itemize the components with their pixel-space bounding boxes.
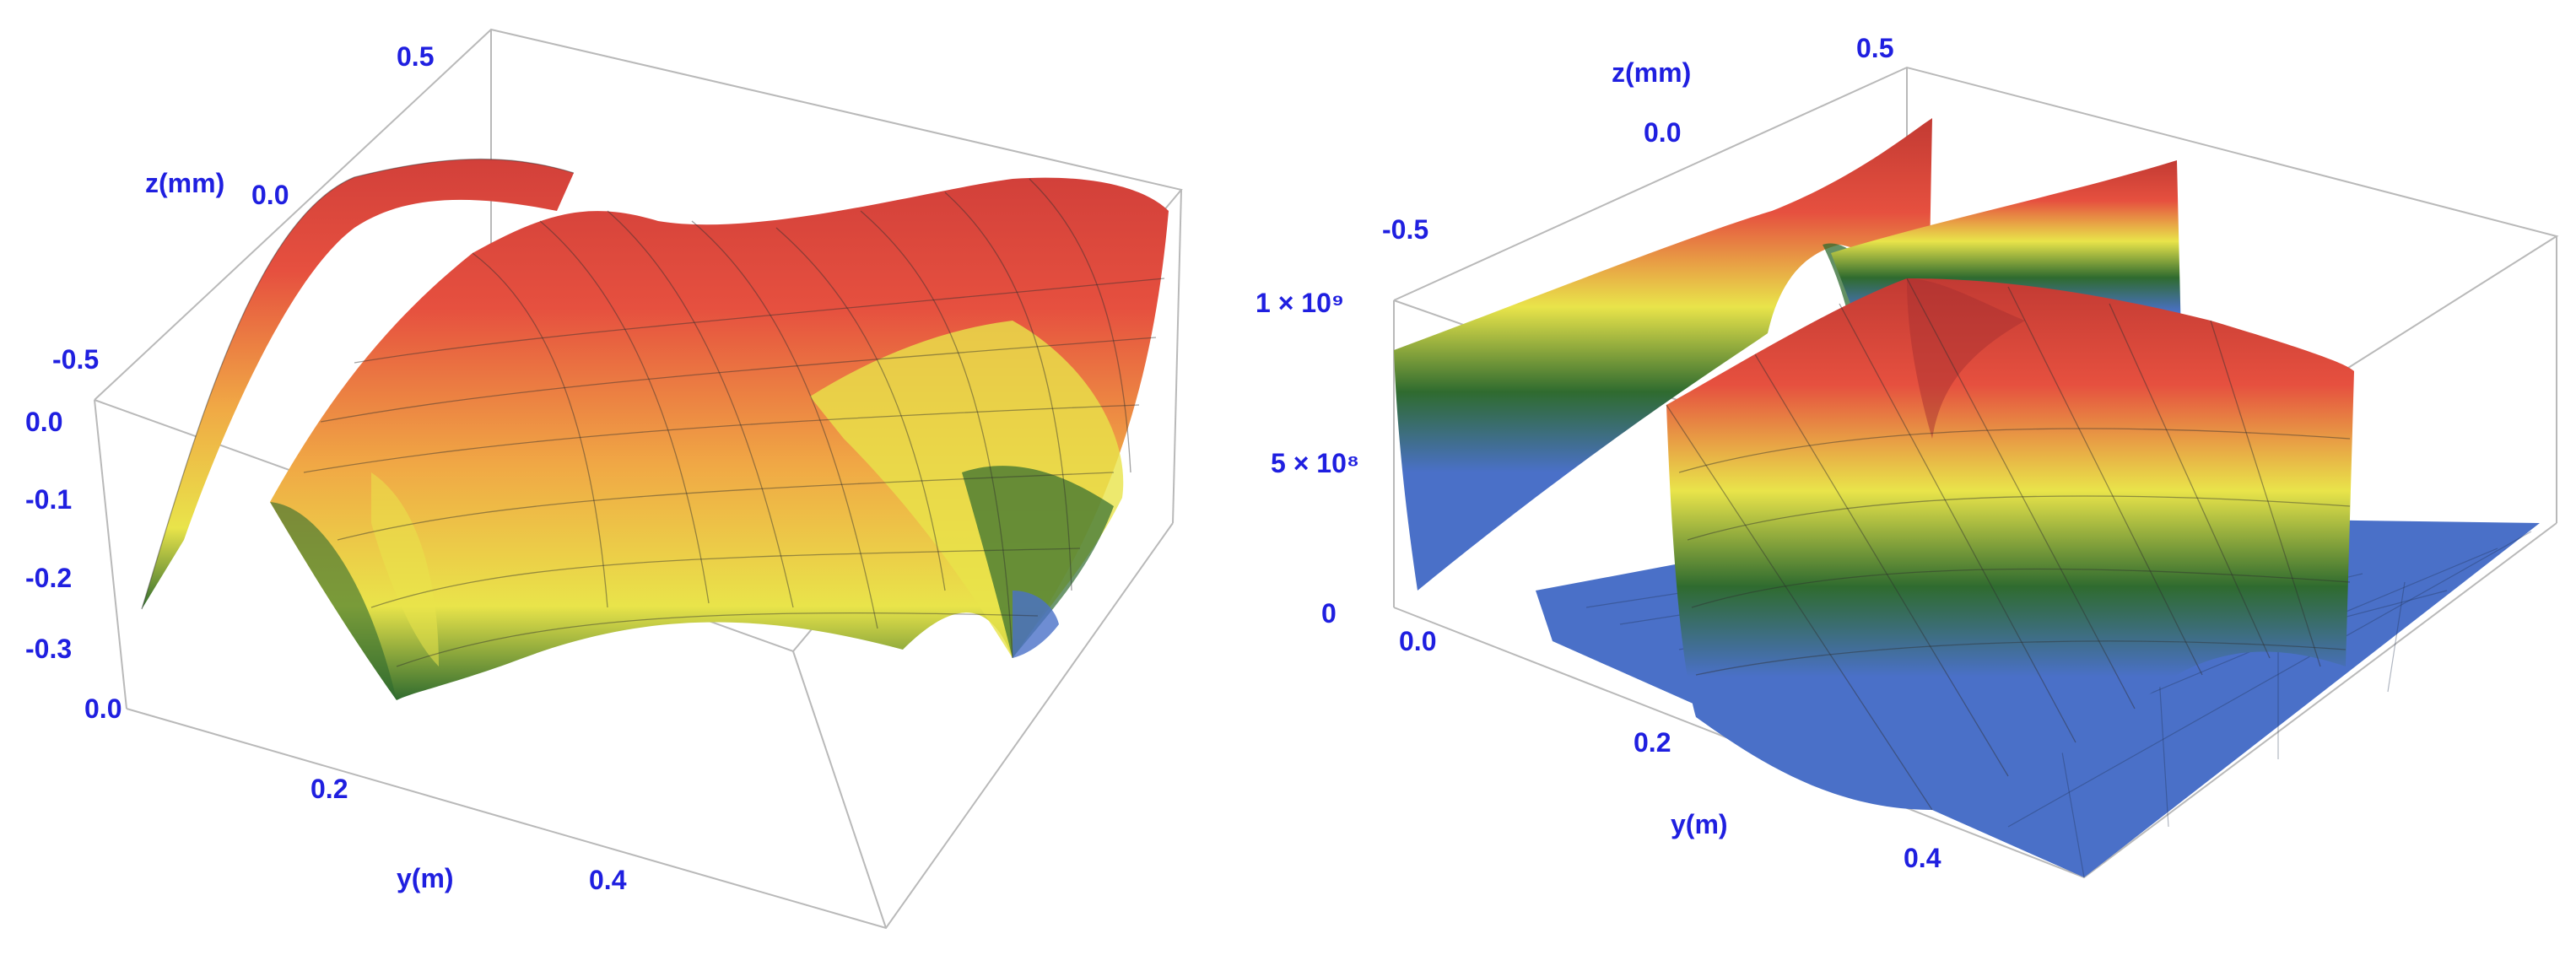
right-tick-value-0: 0 — [1321, 598, 1337, 629]
left-tick-front--0.2: -0.2 — [25, 563, 72, 593]
right-value-ticks: 1 × 10⁹ 5 × 10⁸ 0 — [1256, 288, 1359, 629]
left-tick-front--0.1: -0.1 — [25, 484, 72, 515]
left-tick-z-0.5: 0.5 — [397, 41, 434, 72]
right-y-ticks: 0.0 0.2 0.4 — [1399, 626, 1941, 873]
right-front-ridge — [1666, 278, 2354, 811]
right-tick-value-5e8: 5 × 10⁸ — [1271, 448, 1359, 478]
left-z-ticks-back: 0.5 0.0 -0.5 — [52, 41, 434, 375]
left-tick-y-0.4: 0.4 — [589, 865, 627, 895]
left-z-ticks-front: 0.0 -0.1 -0.2 -0.3 — [25, 407, 72, 664]
right-z-ticks-back: 0.5 0.0 -0.5 — [1382, 33, 1893, 245]
left-tick-z-0.0: 0.0 — [251, 180, 289, 210]
left-tick-front-0.0: 0.0 — [25, 407, 62, 437]
left-tick-y-0.2: 0.2 — [311, 774, 348, 804]
left-y-ticks: 0.0 0.2 0.4 — [84, 693, 627, 895]
left-far-arch — [141, 158, 575, 610]
left-tick-y-0.0: 0.0 — [84, 693, 122, 724]
left-surface-plot: 0.5 0.0 -0.5 z(mm) 0.0 -0.1 -0.2 -0.3 0.… — [25, 28, 1183, 930]
left-z-axis-label: z(mm) — [145, 168, 224, 198]
right-tick-z--0.5: -0.5 — [1382, 214, 1428, 245]
left-tick-z--0.5: -0.5 — [52, 344, 99, 375]
right-tick-y-0.0: 0.0 — [1399, 626, 1436, 656]
left-tick-front--0.3: -0.3 — [25, 634, 72, 664]
right-y-axis-label: y(m) — [1671, 809, 1728, 839]
right-z-axis-label: z(mm) — [1612, 57, 1691, 88]
right-tick-y-0.2: 0.2 — [1634, 727, 1671, 758]
left-y-axis-label: y(m) — [397, 863, 454, 893]
left-surface-mesh — [303, 178, 1165, 667]
right-tick-y-0.4: 0.4 — [1904, 843, 1941, 873]
right-tick-value-1e9: 1 × 10⁹ — [1256, 288, 1344, 318]
right-surface-mesh — [1666, 278, 2351, 811]
right-surface-plot: 0.5 0.0 -0.5 z(mm) 1 × 10⁹ 5 × 10⁸ 0 0.0… — [1256, 33, 2559, 879]
right-tick-z-0.0: 0.0 — [1644, 117, 1681, 148]
left-main-surface — [270, 177, 1169, 700]
right-tick-z-0.5: 0.5 — [1856, 33, 1893, 63]
